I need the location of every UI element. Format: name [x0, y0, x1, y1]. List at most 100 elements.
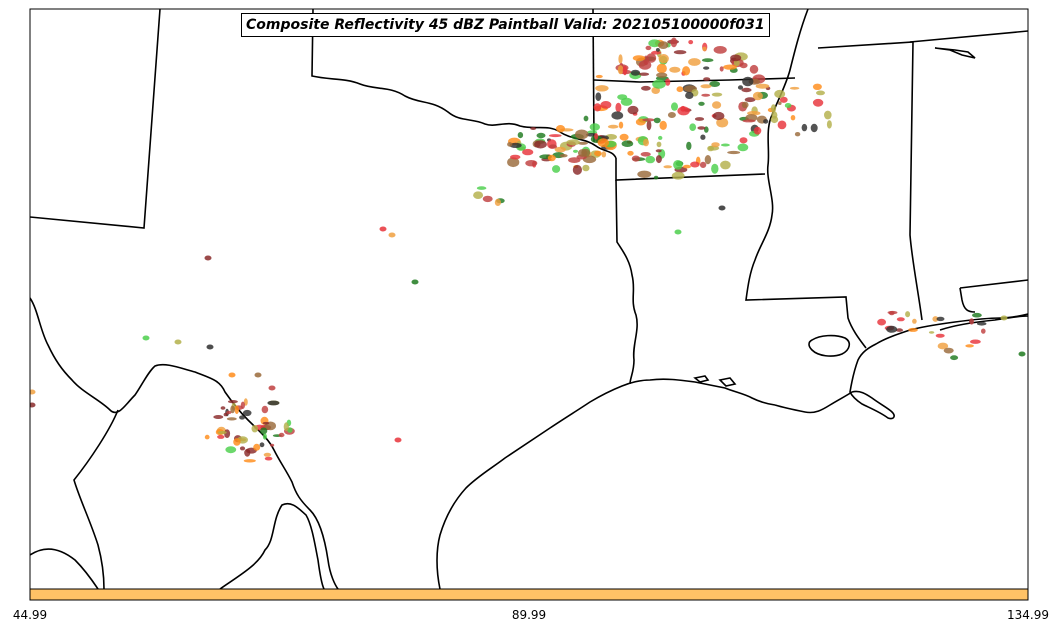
- reflectivity-cell: [240, 401, 245, 409]
- reflectivity-cell: [653, 117, 661, 124]
- fl-panhandle-coast: [939, 315, 1028, 331]
- reflectivity-cell: [774, 89, 786, 99]
- reflectivity-cell: [658, 135, 663, 140]
- reflectivity-cell: [239, 446, 246, 451]
- reflectivity-cell: [896, 317, 905, 322]
- reflectivity-cell: [709, 81, 721, 87]
- reflectivity-cell: [228, 372, 236, 378]
- reflectivity-cell: [655, 149, 662, 153]
- reflectivity-cell: [260, 427, 268, 435]
- reflectivity-cell: [676, 86, 684, 93]
- reflectivity-cell: [217, 434, 225, 439]
- reflectivity-cell: [233, 438, 241, 446]
- reflectivity-cell: [670, 37, 678, 48]
- reflectivity-cell: [794, 132, 801, 137]
- mx-state-border-3: [219, 502, 325, 589]
- reflectivity-cell: [637, 170, 652, 178]
- reflectivity-cell: [206, 344, 214, 350]
- reflectivity-cell: [703, 66, 710, 70]
- colorbar: [29, 588, 1029, 601]
- reflectivity-cell: [473, 191, 484, 199]
- reflectivity-cell: [698, 101, 705, 106]
- reflectivity-cell: [665, 78, 671, 86]
- reflectivity-cell: [226, 417, 237, 421]
- map-title: Composite Reflectivity 45 dBZ Paintball …: [241, 13, 770, 37]
- reflectivity-cell: [671, 102, 678, 111]
- reflectivity-cell: [259, 442, 265, 448]
- reflectivity-cell: [711, 142, 720, 148]
- reflectivity-cell: [648, 39, 661, 48]
- reflectivity-cell: [607, 124, 619, 129]
- reflectivity-cell: [653, 175, 659, 180]
- reflectivity-cell: [950, 355, 959, 361]
- reflectivity-cell: [969, 318, 974, 325]
- reflectivity-cell: [595, 85, 609, 92]
- reflectivity-cell: [595, 74, 603, 79]
- reflectivity-cell: [646, 120, 652, 131]
- reflectivity-cell: [801, 123, 808, 132]
- reflectivity-cell: [507, 142, 513, 147]
- state-borders: [30, 9, 1028, 589]
- reflectivity-cell: [522, 148, 534, 156]
- reflectivity-cell: [713, 46, 727, 54]
- reflectivity-cell: [388, 232, 396, 238]
- al-fl-east: [959, 287, 976, 313]
- texas-coast: [436, 378, 776, 589]
- reflectivity-cell: [632, 55, 646, 61]
- reflectivity-cell: [688, 40, 694, 45]
- reflectivity-cell: [810, 123, 818, 133]
- reflectivity-cell: [568, 157, 581, 164]
- reflectivity-cell: [509, 142, 522, 148]
- reflectivity-cell: [534, 140, 547, 149]
- reflectivity-cell: [744, 97, 756, 103]
- reflectivity-cell: [627, 105, 639, 115]
- reflectivity-cell: [981, 328, 986, 334]
- reflectivity-cell: [597, 138, 609, 148]
- reflectivity-cell: [226, 410, 232, 415]
- reflectivity-cell: [552, 165, 561, 173]
- reflectivity-cell: [656, 63, 667, 74]
- reflectivity-cell: [777, 120, 787, 130]
- reflectivity-cell: [877, 318, 886, 326]
- reflectivity-cell: [779, 96, 788, 103]
- reflectivity-cell: [253, 443, 261, 451]
- reflectivity-cell: [812, 98, 824, 107]
- reflectivity-cell: [554, 146, 566, 153]
- reflectivity-cell: [739, 62, 748, 69]
- reflectivity-cell: [476, 186, 487, 190]
- reflectivity-cell: [622, 65, 628, 76]
- reflectivity-cell: [30, 389, 36, 395]
- mississippi-river: [745, 9, 867, 349]
- reflectivity-cell: [262, 433, 267, 440]
- reflectivity-cell: [411, 279, 419, 285]
- reflectivity-cell: [254, 372, 262, 378]
- reflectivity-cell: [394, 437, 402, 443]
- reflectivity-cell: [741, 87, 752, 93]
- reflectivity-cell: [784, 103, 792, 108]
- reflectivity-cell: [789, 86, 800, 90]
- reflectivity-cell: [763, 119, 769, 124]
- reflectivity-cell: [230, 405, 235, 414]
- reflectivity-cell: [577, 141, 588, 145]
- colorbar-tick-mid: 89.99: [511, 608, 547, 622]
- reflectivity-cell: [617, 94, 628, 100]
- reflectivity-cell: [204, 255, 212, 261]
- reflectivity-cell: [720, 143, 730, 147]
- gulf-island-1: [693, 375, 710, 383]
- reflectivity-cell: [267, 400, 280, 406]
- reflectivity-cell: [655, 155, 662, 164]
- reflectivity-cell: [536, 132, 546, 139]
- mx-state-border-2: [30, 548, 99, 589]
- reflectivity-paintball-layer: [30, 37, 1026, 463]
- reflectivity-cell: [1018, 351, 1026, 357]
- reflectivity-cell: [549, 134, 562, 138]
- reflectivity-cell: [739, 137, 748, 144]
- reflectivity-cell: [589, 123, 600, 131]
- reflectivity-cell: [912, 318, 917, 324]
- reflectivity-cell: [663, 165, 672, 169]
- reflectivity-cell: [778, 101, 782, 105]
- louisiana-coast: [774, 313, 1028, 420]
- reflectivity-cell: [621, 140, 634, 147]
- reflectivity-cell: [638, 60, 652, 70]
